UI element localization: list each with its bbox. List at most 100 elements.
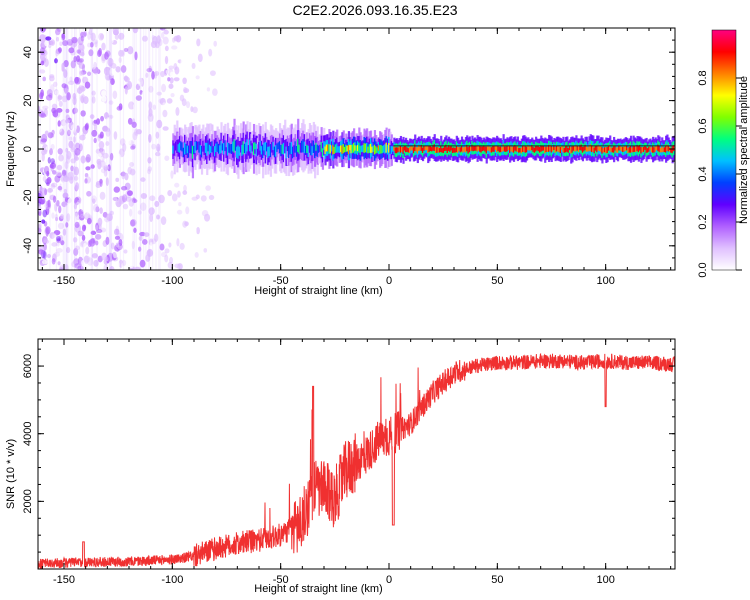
spectrogram-noise-blob [121,261,127,270]
spectrogram-streak [90,28,92,270]
spectrogram-noise-blob [56,36,60,42]
colorbar-tick-label: 0.2 [697,214,709,229]
spectrogram-streak [109,28,111,270]
spectrogram-band-core [299,142,302,153]
spectrogram-noise-blob [106,213,113,222]
spectrogram-noise-blob [83,224,87,230]
spectrogram-band-core [423,145,426,151]
spectrogram-noise-blob [114,74,120,82]
spectrogram-noise-blob [52,233,57,242]
spectrogram-noise-blob [70,158,77,164]
spectrogram-noise-blob [42,76,46,82]
spectrogram-band-core [611,147,614,153]
spectrogram-band-core [537,146,540,152]
snr-plot [38,352,675,569]
spectrogram-band-core [481,146,484,152]
spectrogram-noise-blob [46,176,52,184]
spectrogram-noise-blob [209,95,217,101]
spectrogram-noise-blob [148,223,155,229]
spectrogram-noise-blob [168,242,172,248]
spectrogram-noise-blob [53,89,59,96]
spectrogram-band-core [559,147,562,154]
spectrogram-noise-blob [135,95,142,101]
spectrogram-noise-blob [153,222,158,229]
spectrogram-band-core [432,145,435,151]
spectrogram-band-core [412,147,416,154]
spectrogram-band-core [501,147,504,153]
spectrogram-noise-blob [86,225,93,231]
spectrogram-noise-blob [85,246,90,255]
spectrogram-noise-blob [107,164,111,172]
spectrogram-noise-blob [113,131,118,140]
spectrogram-band-core [184,142,187,155]
spectrogram-band-core [307,145,310,157]
spectrogram-noise-blob [162,36,169,45]
spectrogram-noise-blob [74,107,78,114]
spectrogram-band-core [178,142,182,153]
spectrogram-noise-blob [53,252,60,260]
spectrogram-band-core [328,143,331,154]
spectrogram-band-core [176,139,179,153]
spectrogram-noise-blob [104,66,111,72]
spectrogram-noise-blob [81,234,86,241]
spectrogram-band-core [477,145,481,151]
spectrogram-noise-blob [196,226,200,235]
spectrogram-noise-blob [80,155,86,164]
spectrogram-noise-blob [156,143,161,152]
spectrogram-band-core [276,143,279,152]
spectrogram-band-core [541,145,544,151]
spectrogram-noise-blob [112,250,118,259]
spectrogram-noise-blob [51,107,57,114]
spectrogram-band-core [490,147,494,153]
spectrogram-band-core [480,146,483,153]
spectrogram-noise-blob [56,164,63,171]
spectrogram-band-core [529,146,533,151]
spectrogram-band-core [455,145,458,153]
spectrogram-band-core [524,146,527,153]
spectrogram-streak [159,28,161,270]
spectrogram-noise-blob [158,194,165,204]
spectrogram-noise-blob [57,148,63,155]
spectrogram-noise-blob [88,49,94,57]
spectrogram-noise-blob [118,32,125,40]
spectrogram-noise-blob [52,81,58,88]
spectrogram-noise-blob [166,116,171,121]
spectrogram-noise-blob [213,40,218,47]
spectrogram-noise-blob [40,28,46,33]
spectrogram-band-core [632,145,635,153]
spectrogram-band-core [516,145,520,152]
spectrogram-band-core [380,145,383,154]
spectrogram-noise-blob [161,83,167,93]
spectrogram-band-core [182,147,185,158]
spectrogram-noise-blob [54,58,58,64]
spectrogram-band-core [333,146,336,154]
chart-title: C2E2.2026.093.16.35.E23 [292,2,458,18]
spectrogram-noise-blob [61,201,68,208]
spectrogram-noise-blob [70,60,76,69]
spectrogram-band-core [369,143,373,153]
spectrogram-noise-blob [91,129,98,137]
spectrogram-band-core [187,145,191,158]
spectrogram-band-core [224,140,227,152]
spectrogram-band-core [440,145,443,152]
spectrogram-noise-blob [91,170,98,177]
spectrogram-streak [158,28,160,270]
spectrogram-noise-blob [167,77,171,82]
spectrogram-noise-blob [151,238,157,245]
spectrogram-noise-blob [100,115,104,122]
spectrogram-noise-blob [158,98,164,104]
spectrogram-band-core [203,145,206,155]
spectrogram-band-core [618,145,621,151]
spectrogram-band-core [319,144,322,152]
spectrogram-band-core [479,145,482,152]
spectrogram-band-core [449,146,452,153]
spectrogram-band-core [229,144,232,154]
spectrogram-band-core [622,146,625,153]
spectrogram-noise-blob [174,66,180,75]
spectrogram-noise-blob [38,222,42,229]
spectrogram-band-core [649,145,652,150]
spectrogram-noise-blob [175,107,180,116]
spectrogram-noise-blob [77,43,85,51]
spectrogram-band-core [177,144,180,152]
spectrogram-band-core [488,145,491,151]
